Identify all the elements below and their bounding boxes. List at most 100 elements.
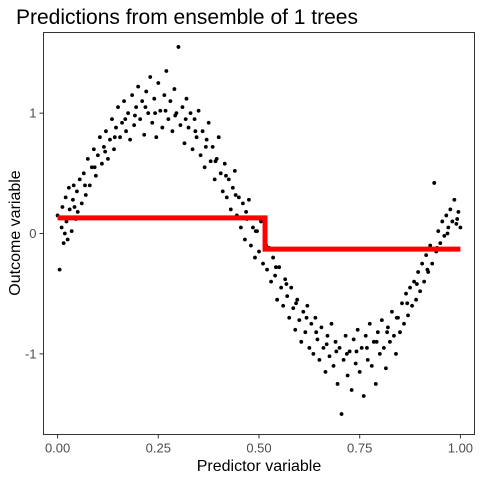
data-point xyxy=(416,270,421,274)
data-point xyxy=(112,147,116,152)
data-point xyxy=(265,267,269,272)
data-point xyxy=(375,330,380,335)
data-point xyxy=(271,255,275,260)
data-point xyxy=(95,153,100,158)
data-point xyxy=(244,209,249,214)
data-point xyxy=(190,147,195,152)
data-point xyxy=(253,229,258,233)
data-point xyxy=(359,345,364,350)
data-point xyxy=(132,123,137,128)
data-point xyxy=(116,105,120,110)
data-point xyxy=(102,144,106,149)
data-point xyxy=(120,120,124,125)
data-point xyxy=(198,153,203,158)
data-point xyxy=(363,333,368,338)
data-point xyxy=(216,135,221,140)
scatter-points xyxy=(55,45,463,416)
data-point xyxy=(414,297,418,302)
data-point xyxy=(410,303,414,308)
data-point xyxy=(335,382,340,386)
data-point xyxy=(75,189,79,194)
data-point xyxy=(404,291,408,296)
data-point xyxy=(365,357,370,362)
data-point xyxy=(77,177,82,182)
data-point xyxy=(273,273,278,278)
data-point xyxy=(206,120,211,125)
y-tick-label: 1 xyxy=(29,106,36,121)
data-point xyxy=(133,113,137,118)
data-point xyxy=(277,265,282,270)
y-tick-label: -1 xyxy=(25,346,37,361)
data-point xyxy=(388,339,392,344)
data-point xyxy=(424,253,429,258)
data-point xyxy=(89,165,94,170)
data-point xyxy=(233,193,238,197)
data-point xyxy=(212,177,217,182)
data-point xyxy=(108,137,112,142)
data-point xyxy=(71,183,76,188)
data-point xyxy=(425,267,430,272)
data-point xyxy=(63,195,68,200)
data-point xyxy=(180,105,185,110)
data-point xyxy=(331,364,336,368)
data-point xyxy=(136,84,141,89)
data-point xyxy=(390,309,394,314)
y-axis: -1 0 1 xyxy=(25,106,44,361)
data-point xyxy=(158,108,163,113)
data-point xyxy=(232,169,237,173)
x-axis: 0.00 0.25 0.50 0.75 1.00 xyxy=(45,434,473,456)
data-point xyxy=(148,75,153,79)
data-point xyxy=(289,285,294,290)
data-point xyxy=(176,45,181,49)
data-point xyxy=(163,108,168,113)
data-point xyxy=(220,189,225,194)
data-point xyxy=(114,125,118,130)
data-point xyxy=(394,315,399,320)
data-point xyxy=(62,231,67,236)
data-point xyxy=(450,219,455,224)
data-point xyxy=(226,177,231,182)
data-point xyxy=(281,303,286,308)
data-point xyxy=(153,111,157,116)
data-point xyxy=(218,171,223,176)
data-point xyxy=(279,285,284,290)
chart-title: Predictions from ensemble of 1 trees xyxy=(16,6,358,29)
data-point xyxy=(313,315,318,320)
data-point xyxy=(337,345,342,350)
data-point xyxy=(251,225,255,230)
data-point xyxy=(146,111,151,116)
data-point xyxy=(321,345,326,350)
data-point xyxy=(166,117,171,122)
data-point xyxy=(208,159,213,164)
data-point xyxy=(301,309,306,314)
data-point xyxy=(103,149,108,154)
data-point xyxy=(367,321,372,326)
data-point xyxy=(228,207,233,212)
data-point xyxy=(353,361,358,366)
data-point xyxy=(324,342,329,347)
data-point xyxy=(305,303,310,308)
data-point xyxy=(455,217,460,221)
data-point xyxy=(182,141,187,146)
data-point xyxy=(430,261,435,266)
data-point xyxy=(405,301,410,306)
data-point xyxy=(160,125,165,130)
data-point xyxy=(173,113,178,118)
y-axis-title: Outcome variable xyxy=(7,170,24,295)
data-point xyxy=(379,318,384,323)
data-point xyxy=(59,225,64,230)
data-point xyxy=(315,337,320,342)
data-point xyxy=(200,129,205,134)
data-point xyxy=(140,99,145,103)
data-point xyxy=(357,370,362,374)
data-point xyxy=(432,181,437,185)
data-point xyxy=(259,219,263,224)
data-point xyxy=(100,161,104,166)
data-point xyxy=(230,185,235,190)
data-point xyxy=(142,132,147,137)
data-point xyxy=(418,289,423,294)
data-point xyxy=(67,207,72,212)
data-point xyxy=(106,156,110,161)
data-point xyxy=(307,345,312,350)
